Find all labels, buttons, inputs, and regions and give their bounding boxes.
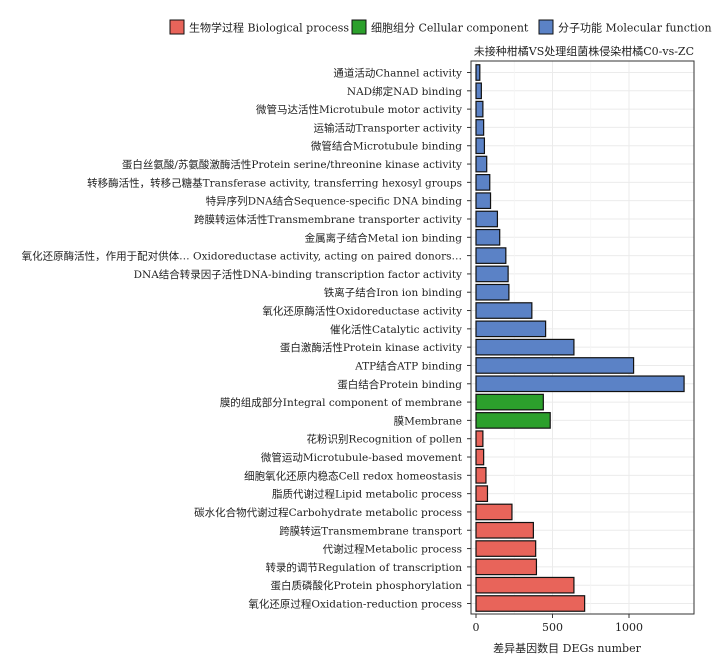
category-label: NAD绑定NAD binding xyxy=(347,85,462,98)
x-tick-label: 1000 xyxy=(615,621,643,634)
x-tick-label: 500 xyxy=(542,621,563,634)
legend-label: 细胞组分 Cellular component xyxy=(371,21,529,35)
bar xyxy=(475,155,488,173)
bar xyxy=(475,247,507,264)
category-label: 运输活动Transporter activity xyxy=(314,121,463,134)
category-label: 氧化还原酶活性，作用于配对供体… Oxidoreductase activity… xyxy=(22,250,462,263)
bar xyxy=(475,412,551,429)
bar xyxy=(475,357,635,374)
bar xyxy=(475,540,537,557)
legend-label: 分子功能 Molecular function xyxy=(558,21,712,35)
legend-swatch xyxy=(351,19,367,35)
bar xyxy=(475,210,499,228)
category-label: 金属离子结合Metal ion binding xyxy=(305,231,463,244)
bar xyxy=(475,100,484,118)
x-axis-label: 差异基因数目 DEGs number xyxy=(493,641,641,655)
bar xyxy=(475,430,484,448)
category-label: 膜Membrane xyxy=(394,415,462,427)
category-label: 特异序列DNA结合Sequence-specific DNA binding xyxy=(206,195,463,208)
x-tick-label: 0 xyxy=(473,621,480,634)
category-label: 氧化还原酶活性Oxidoreductase activity xyxy=(262,305,462,318)
bar xyxy=(475,576,575,594)
category-label: 蛋白激酶活性Protein kinase activity xyxy=(280,341,462,354)
bar xyxy=(475,283,510,301)
plot-frame xyxy=(470,60,695,615)
category-label: 蛋白质磷酸化Protein phosphorylation xyxy=(270,579,462,592)
legend-label: 生物学过程 Biological process xyxy=(189,21,349,35)
category-label: 微管马达活性Microtubule motor activity xyxy=(256,103,462,116)
category-label: 微管运动Microtubule-based movement xyxy=(261,451,463,464)
bar xyxy=(475,558,538,576)
category-label: 通道活动Channel activity xyxy=(333,67,462,80)
legend-swatch xyxy=(169,19,185,35)
category-label: 催化活性Catalytic activity xyxy=(330,323,462,336)
bar xyxy=(475,375,685,393)
category-label: DNA结合转录因子活性DNA-binding transcription fac… xyxy=(134,268,462,281)
plot-area xyxy=(471,61,694,614)
category-label: 铁离子结合Iron ion binding xyxy=(324,286,463,299)
bar xyxy=(475,82,482,100)
category-label: 花粉识别Recognition of pollen xyxy=(307,433,463,446)
bar xyxy=(475,174,491,191)
bar xyxy=(475,320,547,338)
bars xyxy=(475,64,685,612)
category-label: 转录的调节Regulation of transcription xyxy=(265,561,462,574)
category-label: 脂质代谢过程Lipid metabolic process xyxy=(272,488,462,501)
bar xyxy=(475,466,487,484)
bar xyxy=(475,393,544,411)
bar xyxy=(475,521,534,539)
bar xyxy=(475,119,485,136)
bar xyxy=(475,137,486,155)
bar xyxy=(475,228,501,246)
legend-swatch xyxy=(538,19,554,35)
grid xyxy=(471,61,694,614)
bar xyxy=(475,265,509,283)
category-label: 代谢过程Metabolic process xyxy=(323,543,462,556)
category-label: 碳水化合物代谢过程Carbohydrate metabolic process xyxy=(194,506,462,519)
category-label: 氧化还原过程Oxidation-reduction process xyxy=(248,598,462,611)
bar xyxy=(475,64,481,81)
category-label: 微管结合Microtubule binding xyxy=(311,140,462,153)
category-label: 细胞氧化还原内稳态Cell redox homeostasis xyxy=(244,469,462,482)
category-label: 蛋白丝氨酸/苏氨酸激酶活性Protein serine/threonine ki… xyxy=(122,158,462,171)
legend: 生物学过程 Biological process 细胞组分 Cellular co… xyxy=(169,19,712,35)
bar xyxy=(475,302,533,319)
bar xyxy=(475,503,513,521)
category-label: ATP结合ATP binding xyxy=(354,359,462,372)
category-labels: 通道活动Channel activity NAD绑定NAD binding 微管马达… xyxy=(22,67,471,611)
category-label: 膜的组成部分Integral component of membrane xyxy=(220,396,462,409)
bar xyxy=(475,595,586,612)
x-axis-ticks: 0 500 1000 xyxy=(473,614,643,634)
category-label: 跨膜转运体活性Transmembrane transporter activit… xyxy=(194,213,462,226)
bar xyxy=(475,448,485,466)
bar xyxy=(475,338,575,356)
bar xyxy=(475,485,489,502)
category-label: 跨膜转运Transmembrane transport xyxy=(279,524,463,537)
bar xyxy=(475,192,492,210)
chart-title: 未接种柑橘VS处理组菌株侵染柑橘C0-vs-ZC xyxy=(474,44,694,58)
category-label: 转移酶活性，转移己糖基Transferase activity, transfe… xyxy=(87,176,462,189)
category-label: 蛋白结合Protein binding xyxy=(337,378,462,391)
